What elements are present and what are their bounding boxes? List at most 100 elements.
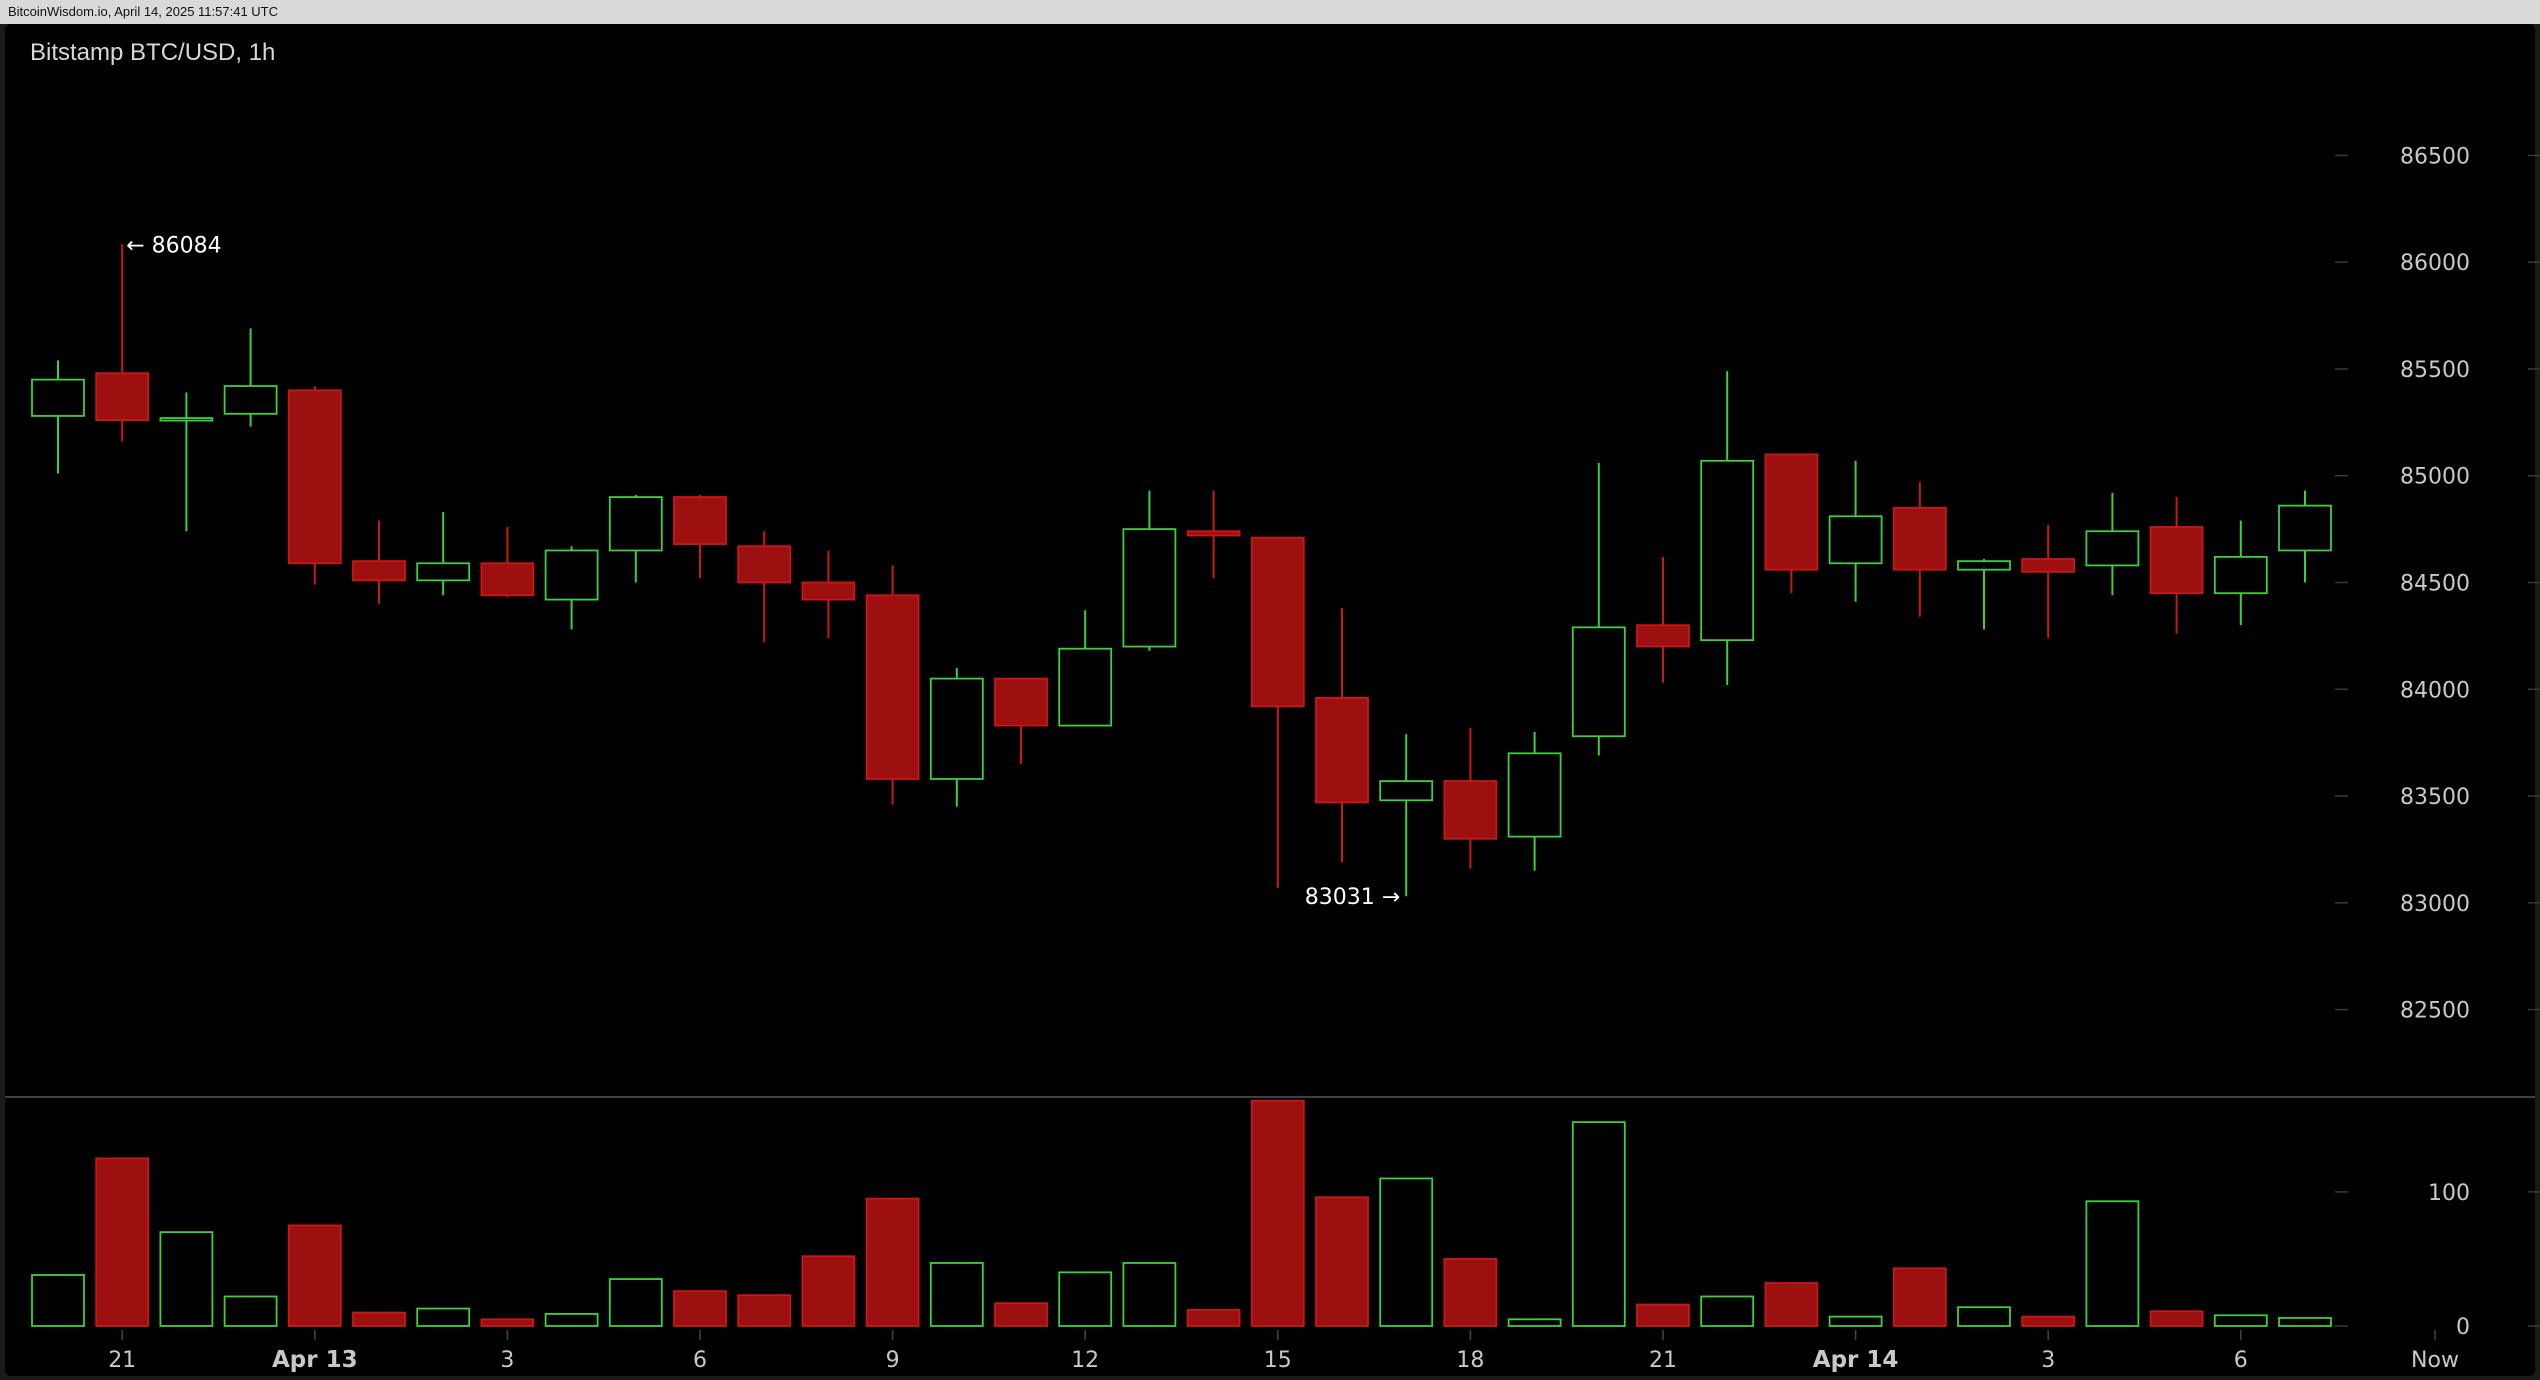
volume-tick-label: 0: [2456, 1315, 2470, 1340]
volume-bar: [1636, 1303, 1690, 1327]
candle-body: [2213, 555, 2268, 595]
time-tick-label: 18: [1456, 1348, 1484, 1373]
candle: [2149, 497, 2204, 634]
time-tick-label: 21: [108, 1348, 136, 1373]
time-tick-label: 6: [693, 1348, 707, 1373]
header-bar: BitcoinWisdom.io, April 14, 2025 11:57:4…: [0, 0, 2540, 24]
time-tick-label: 3: [500, 1348, 514, 1373]
price-tick-label: 86500: [2400, 144, 2470, 169]
volume-bar: [1700, 1295, 1755, 1327]
price-annotation: 83031 →: [1305, 885, 1400, 910]
candle-body: [1122, 528, 1177, 648]
volume-bar: [994, 1302, 1048, 1327]
candle: [801, 550, 856, 639]
candle-body: [159, 417, 214, 422]
time-tick-label: 15: [1264, 1348, 1292, 1373]
candle-body: [480, 562, 535, 597]
volume-bar: [95, 1157, 150, 1327]
time-tick-label: 3: [2041, 1348, 2055, 1373]
volume-bar: [1828, 1315, 1883, 1327]
candle: [1186, 490, 1241, 579]
time-tick-label: Apr 14: [1813, 1347, 1899, 1373]
volume-bar: [673, 1290, 727, 1327]
volume-bar: [1571, 1121, 1626, 1327]
price-axis: 86500 86000 85500 85000 84500 84000 83500 83000…: [2335, 144, 2540, 1024]
price-tick-label: 85500: [2400, 358, 2470, 383]
candle-body: [1700, 459, 1755, 642]
volume-bar: [1186, 1309, 1241, 1327]
volume-bar: [865, 1197, 920, 1327]
volume-bar: [352, 1311, 406, 1327]
candle-body: [1058, 647, 1113, 727]
volume-bar: [159, 1231, 214, 1327]
price-tick-label: 83500: [2400, 785, 2470, 810]
candle-body: [287, 389, 342, 565]
volume-axis: 100 0: [2335, 1181, 2540, 1340]
candle-body: [1250, 536, 1305, 708]
candle-body: [1957, 560, 2011, 571]
candle-body: [416, 562, 471, 582]
candle: [1700, 371, 1755, 685]
time-tick-label: 21: [1649, 1348, 1677, 1373]
volume-bar: [801, 1255, 856, 1327]
candle: [1058, 610, 1113, 727]
candle: [2085, 492, 2140, 596]
candle-body: [2085, 530, 2140, 567]
volume-bar: [2213, 1314, 2268, 1327]
candle: [1443, 727, 1498, 869]
candle-body: [1443, 780, 1498, 840]
time-tick-label: Now: [2411, 1348, 2459, 1373]
candle-body: [929, 677, 984, 780]
candle-body: [95, 372, 150, 422]
candle-body: [2149, 526, 2204, 595]
candle-body: [865, 594, 920, 780]
candle-body: [608, 496, 663, 552]
volume-bar: [287, 1224, 342, 1327]
volume-bar: [737, 1294, 792, 1327]
candle: [1764, 453, 1819, 594]
candle: [1828, 460, 1883, 602]
candle: [737, 531, 792, 643]
candle: [1636, 556, 1690, 683]
candle: [416, 512, 471, 596]
price-tick-label: 82500: [2400, 999, 2470, 1024]
chart-title: Bitstamp BTC/USD, 1h: [30, 39, 275, 66]
candle: [544, 546, 599, 630]
time-tick-label: 6: [2234, 1348, 2248, 1373]
volume-bar: [1379, 1177, 1434, 1327]
volume-tick-label: 100: [2428, 1181, 2470, 1206]
candle-body: [1892, 506, 1947, 571]
volume-bar: [1507, 1318, 1562, 1327]
candle: [2213, 520, 2268, 626]
candle-body: [994, 677, 1048, 727]
candle-body: [1507, 752, 1562, 838]
candle-body: [1315, 696, 1369, 804]
candle-body: [31, 378, 85, 417]
volume-bar: [544, 1313, 599, 1327]
volume-bar: [1957, 1306, 2011, 1327]
volume-bar: [608, 1278, 663, 1327]
volume-bar: [416, 1307, 471, 1327]
candle-body: [544, 549, 599, 601]
candle: [2278, 490, 2332, 583]
volume-bar: [1315, 1196, 1369, 1327]
annotations: ← 86084 83031 →: [126, 233, 1400, 910]
volume-bar: [2278, 1317, 2332, 1327]
candle: [95, 244, 150, 442]
candle-body: [1764, 453, 1819, 571]
price-tick-label: 85000: [2400, 465, 2470, 490]
candle: [287, 386, 342, 585]
price-tick-label: 86000: [2400, 251, 2470, 276]
volume-bar: [223, 1295, 278, 1327]
candle-body: [673, 496, 727, 545]
volume-bar: [1122, 1262, 1177, 1327]
header-text: BitcoinWisdom.io, April 14, 2025 11:57:4…: [8, 4, 279, 19]
candle-body: [223, 385, 278, 415]
volume-bar: [929, 1262, 984, 1327]
candle: [352, 520, 406, 604]
candle: [1122, 490, 1177, 651]
candle: [159, 392, 214, 532]
candle: [994, 677, 1048, 765]
volume-bar: [2085, 1200, 2140, 1327]
